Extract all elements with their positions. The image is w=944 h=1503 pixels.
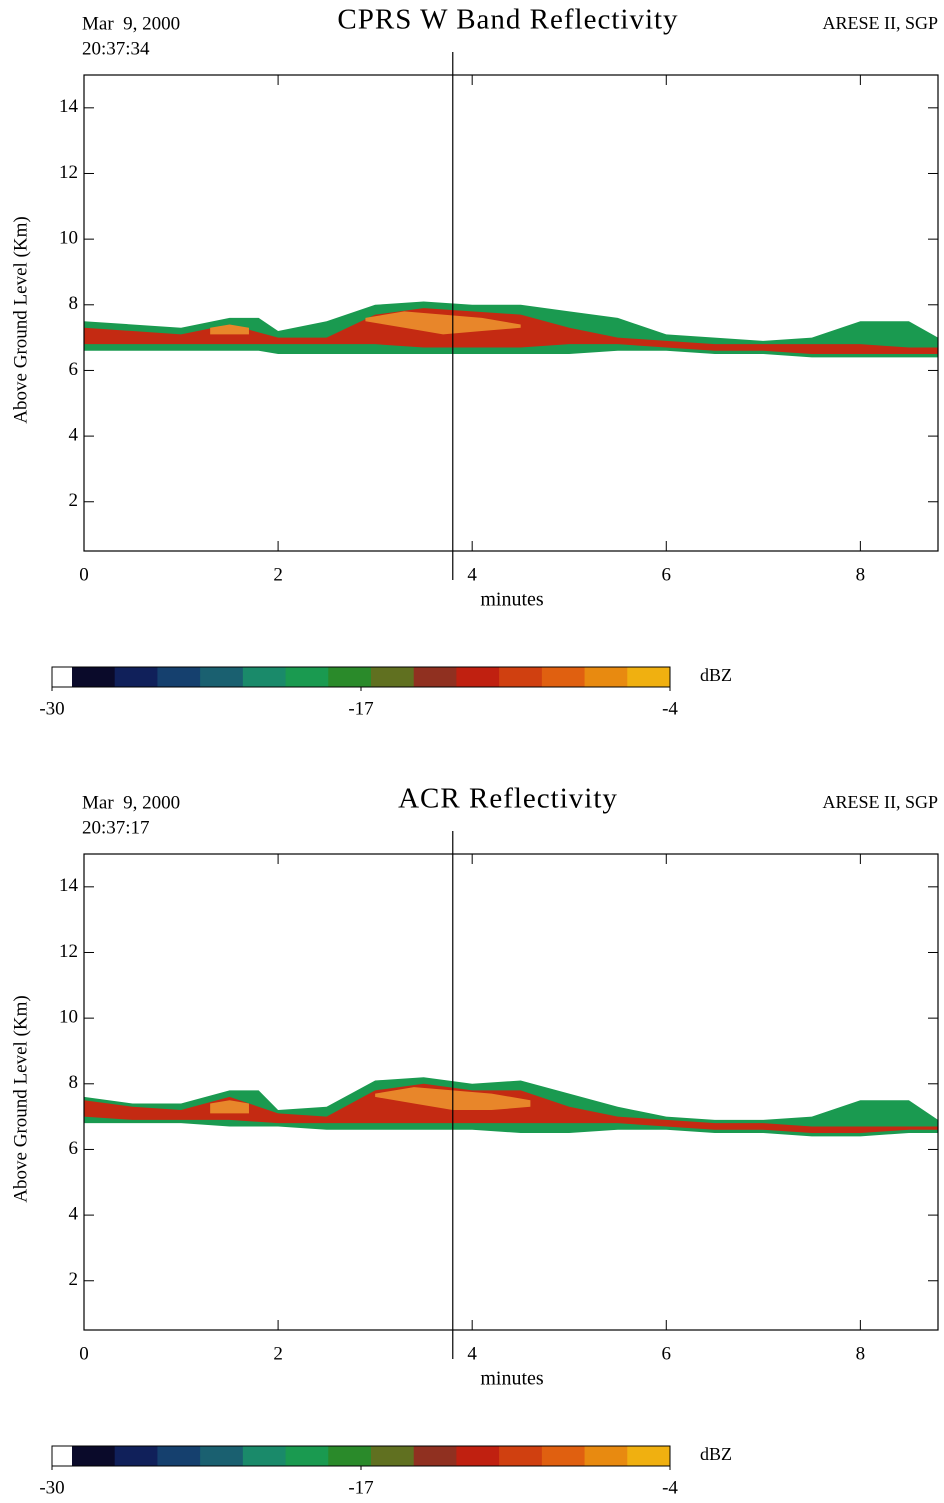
colorbar-swatch [541,667,586,687]
y-tick-label: 4 [69,1203,79,1224]
y-tick-label: 12 [59,162,78,183]
chart-title: CPRS W Band Reflectivity [337,4,678,36]
y-axis-label: Above Ground Level (Km) [10,216,31,423]
plot-frame [83,74,939,552]
x-tick-label: 6 [662,564,672,585]
colorbar-swatch [413,1446,457,1466]
plot-frame [83,853,939,1331]
y-tick-label: 14 [59,875,79,896]
site: ARESE II, SGP [822,792,938,812]
x-tick-label: 0 [79,1343,89,1364]
colorbar-swatch [499,667,543,687]
x-tick-label: 4 [467,564,477,585]
colorbar-swatch [242,1446,287,1466]
colorbar-swatch [157,1446,201,1466]
x-axis-label: minutes [480,589,544,611]
x-tick-label: 4 [467,1343,477,1364]
x-tick-label: 2 [273,1343,283,1364]
colorbar-empty [52,667,72,687]
time: 20:37:17 [82,817,150,838]
colorbar-swatch [242,667,287,687]
echo-layer [210,1100,249,1114]
x-tick-label: 2 [273,564,283,585]
y-tick-label: 6 [69,359,79,380]
colorbar-swatch [157,667,201,687]
y-tick-label: 2 [69,1269,79,1290]
colorbar-swatch [114,1446,158,1466]
colorbar-label: dBZ [700,1444,732,1464]
colorbar-swatch [328,667,372,687]
colorbar-tick-label: -17 [348,698,373,719]
chart-title: ACR Reflectivity [398,783,618,815]
y-tick-label: 6 [69,1138,79,1159]
date: Mar 9, 2000 [82,792,180,813]
colorbar-swatch [72,667,116,687]
y-tick-label: 10 [59,227,78,248]
colorbar-swatch [627,667,671,687]
colorbar-swatch [328,1446,372,1466]
colorbar-swatch [627,1446,671,1466]
y-axis-label: Above Ground Level (Km) [10,995,31,1202]
colorbar-swatch [200,667,244,687]
colorbar-swatch [456,1446,500,1466]
echo-layer [365,311,521,335]
panel: Mar 9, 2000 20:37:34 CPRS W Band Reflectiv… [10,4,939,719]
colorbar-label: dBZ [700,665,732,685]
echo-layer [210,324,249,335]
colorbar-empty [52,1446,72,1466]
colorbar-tick-label: -30 [39,698,64,719]
colorbar-swatch [499,1446,543,1466]
colorbar-swatch [371,1446,415,1466]
date: Mar 9, 2000 [82,13,180,34]
x-tick-label: 8 [856,564,866,585]
colorbar-tick-label: -17 [348,1477,373,1498]
colorbar-swatch [72,1446,116,1466]
echo-layer [84,308,938,355]
colorbar-tick-label: -4 [662,698,678,719]
panel: Mar 9, 2000 20:37:17 ACR Reflectivity ARESE… [10,783,939,1498]
y-tick-label: 8 [69,293,79,314]
colorbar-swatch [371,667,415,687]
colorbar-swatch [285,667,329,687]
colorbar-swatch [114,667,158,687]
colorbar-swatch [584,667,628,687]
colorbar-swatch [413,667,457,687]
y-tick-label: 14 [59,96,79,117]
colorbar-swatch [541,1446,586,1466]
site: ARESE II, SGP [822,13,938,33]
colorbar-swatch [584,1446,628,1466]
y-tick-label: 8 [69,1072,79,1093]
x-tick-label: 0 [79,564,89,585]
colorbar-tick-label: -4 [662,1477,678,1498]
y-tick-label: 4 [69,424,79,445]
x-tick-label: 6 [662,1343,672,1364]
time: 20:37:34 [82,38,150,59]
x-tick-label: 8 [856,1343,866,1364]
x-axis-label: minutes [480,1368,544,1390]
y-tick-label: 10 [59,1006,78,1027]
echo-layer [84,1083,938,1134]
colorbar-swatch [456,667,500,687]
colorbar-swatch [285,1446,329,1466]
y-tick-label: 2 [69,490,79,511]
y-tick-label: 12 [59,941,78,962]
colorbar-swatch [200,1446,244,1466]
colorbar-tick-label: -30 [39,1477,64,1498]
